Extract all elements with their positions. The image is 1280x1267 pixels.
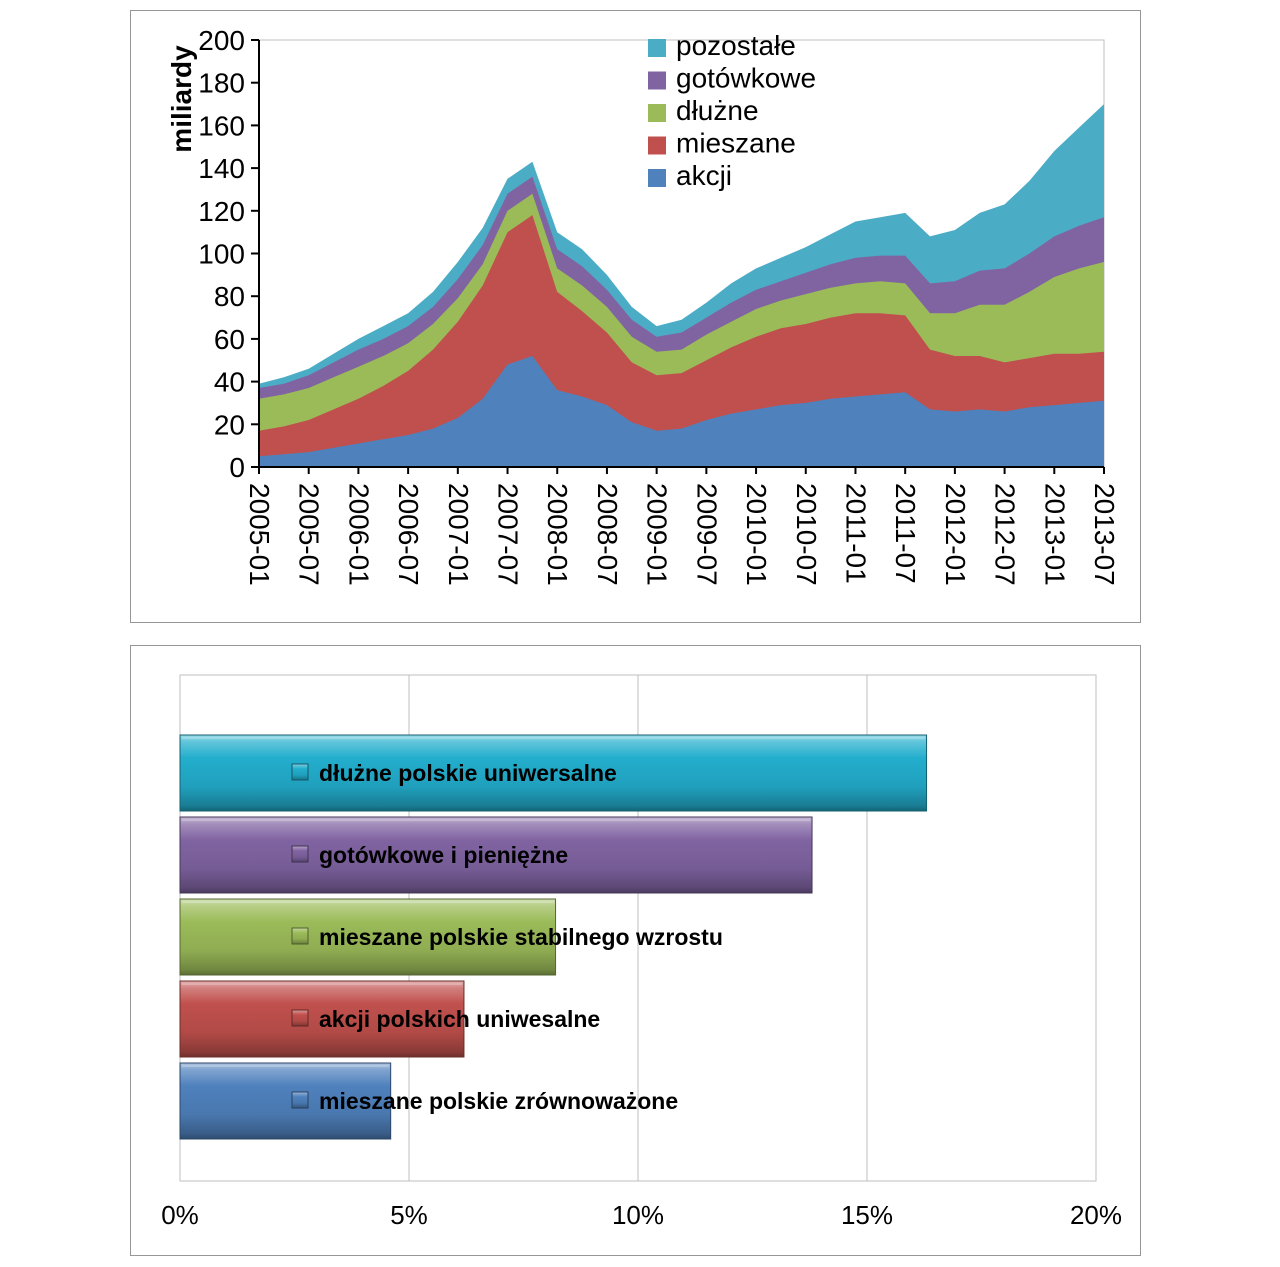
bar-chart-panel: dłużne polskie uniwersalne gotówkowe i pi… <box>130 645 1141 1256</box>
x-tick-label: 2011-07 <box>890 483 921 584</box>
area-series-akcji <box>259 356 1104 467</box>
legend-label-pozostałe: pozostałe <box>676 30 796 61</box>
legend-label-akcji: akcji <box>676 160 732 191</box>
x-tick-label: 2009-07 <box>691 483 722 586</box>
bar-marker-icon <box>291 927 309 945</box>
x-tick-label: 2005-07 <box>294 483 325 586</box>
bar-marker-icon <box>291 763 309 781</box>
x-tick-label: 2011-01 <box>840 483 871 584</box>
y-tick-label: 120 <box>198 196 245 227</box>
x-tick-label: 2006-01 <box>343 483 374 586</box>
y-tick-label: 180 <box>198 68 245 99</box>
x-tick-label: 2008-01 <box>542 483 573 586</box>
y-tick-label: 60 <box>214 324 245 355</box>
x-tick-label: 2010-01 <box>741 483 772 586</box>
legend-swatch-mieszane <box>648 136 666 155</box>
bar-2 <box>179 898 557 976</box>
bar-marker-icon <box>291 1091 309 1109</box>
bar-1 <box>179 816 813 894</box>
x-tick-label: 2012-01 <box>940 483 971 586</box>
x-tick-label: 2010-07 <box>791 483 822 586</box>
y-tick-label: 0 <box>229 452 245 483</box>
legend-label-gotówkowe: gotówkowe <box>676 63 816 94</box>
legend-swatch-gotówkowe <box>648 71 666 90</box>
bar-label: gotówkowe i pieniężne <box>319 842 568 868</box>
x-tick-label: 2009-01 <box>642 483 673 586</box>
bar-4 <box>179 1062 392 1140</box>
stacked-area-chart: 0 20 40 60 80 100 120 140 160 180 200 2005-01 2005-0… <box>166 25 1120 586</box>
horizontal-bar-chart: dłużne polskie uniwersalne gotówkowe i pi… <box>161 674 1122 1230</box>
x-tick-label: 2013-01 <box>1039 483 1070 586</box>
x-axis-label: 0% <box>161 1200 199 1230</box>
x-tick-label: 2012-07 <box>990 483 1021 586</box>
bar-marker-icon <box>291 1009 309 1027</box>
y-tick-label: 100 <box>198 239 245 270</box>
x-tick-label: 2007-01 <box>443 483 474 586</box>
legend-swatch-akcji <box>648 169 666 187</box>
legend-label-mieszane: mieszane <box>676 128 796 159</box>
y-tick-label: 20 <box>214 409 245 440</box>
x-tick-label: 2006-07 <box>393 483 424 586</box>
y-tick-label: 80 <box>214 281 245 312</box>
bar-label: mieszane polskie stabilnego wzrostu <box>319 924 723 950</box>
y-tick-label: 200 <box>198 25 245 56</box>
x-axis-label: 5% <box>390 1200 428 1230</box>
y-axis-title: miliardy <box>166 45 197 153</box>
bar-label: akcji polskich uniwesalne <box>319 1006 600 1032</box>
bar-label: dłużne polskie uniwersalne <box>319 760 617 786</box>
legend-swatch-dłużne <box>648 104 666 122</box>
x-tick-label: 2007-07 <box>493 483 524 586</box>
y-tick-label: 140 <box>198 153 245 184</box>
x-axis-label: 15% <box>841 1200 893 1230</box>
stacked-area-panel: 0 20 40 60 80 100 120 140 160 180 200 2005-01 2005-0… <box>130 10 1141 623</box>
legend-label-dłużne: dłużne <box>676 95 759 126</box>
bar-label: mieszane polskie zrównoważone <box>319 1088 678 1114</box>
y-tick-label: 40 <box>214 367 245 398</box>
x-tick-label: 2013-07 <box>1089 483 1120 586</box>
y-tick-label: 160 <box>198 110 245 141</box>
bar-marker-icon <box>291 845 309 863</box>
legend-swatch-pozostałe <box>648 39 666 57</box>
x-axis-label: 10% <box>612 1200 664 1230</box>
x-tick-label: 2005-01 <box>244 483 275 586</box>
bar-3 <box>179 980 465 1058</box>
x-tick-label: 2008-07 <box>592 483 623 586</box>
x-axis-label: 20% <box>1070 1200 1122 1230</box>
